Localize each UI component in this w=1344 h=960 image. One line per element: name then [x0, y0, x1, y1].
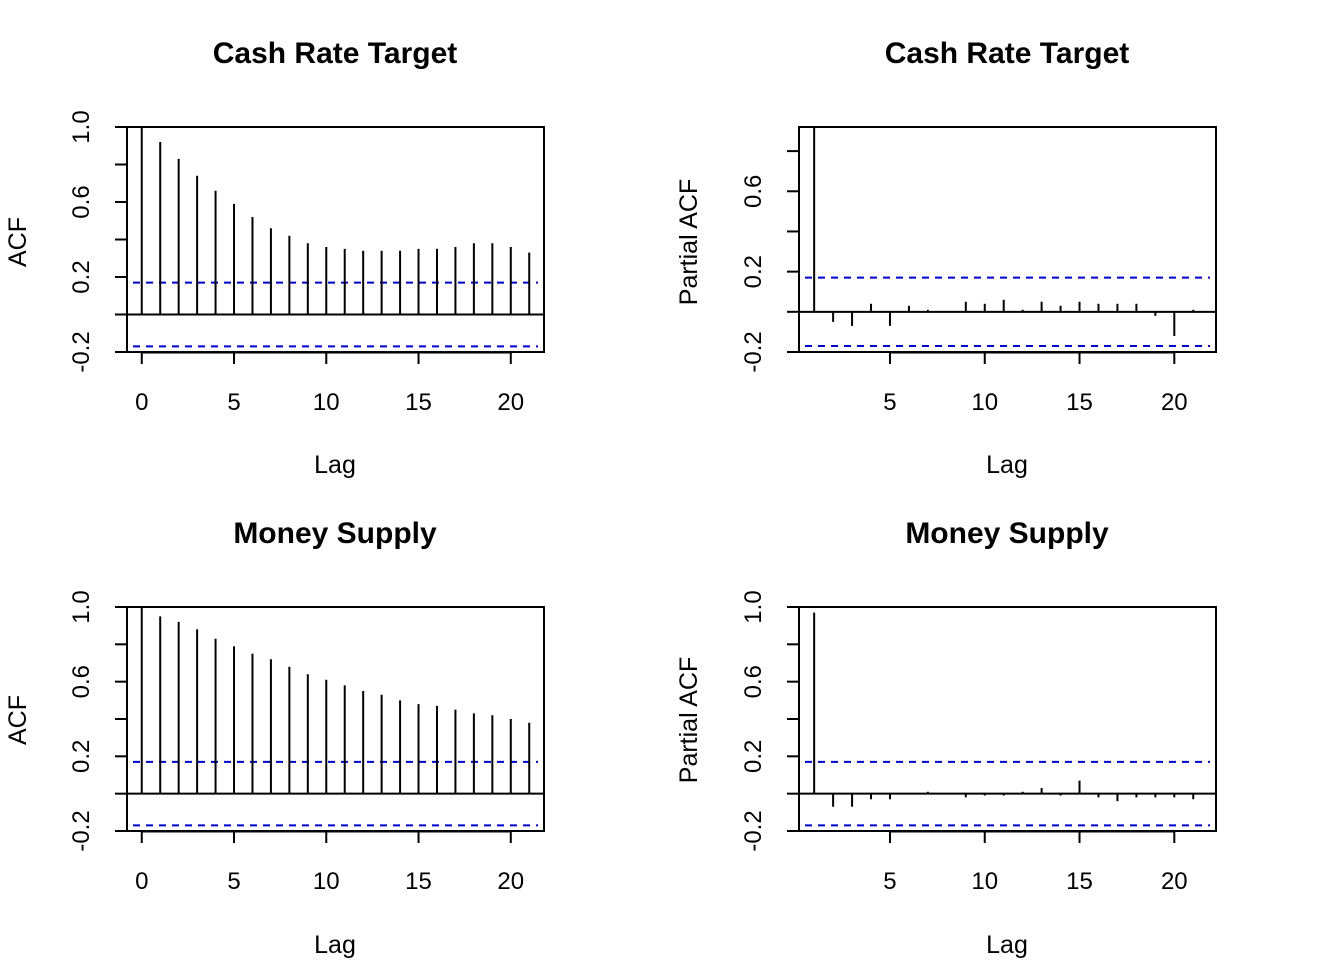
plot-area: 0 5 10 15 20 -0.2 0.2 0.6 1.0 [68, 590, 545, 895]
x-axis-label: Lag [986, 931, 1028, 959]
x-tick-label: 5 [883, 389, 896, 416]
plot-area: 5 10 15 20 -0.2 0.2 0.6 [740, 126, 1217, 416]
x-tick-label: 15 [1066, 389, 1093, 416]
y-tick-label: -0.2 [740, 810, 767, 851]
x-tick-label: 5 [883, 868, 896, 895]
y-tick-label: 0.2 [68, 260, 95, 293]
x-tick-label: 20 [497, 389, 524, 416]
y-tick-label: 0.6 [740, 175, 767, 208]
plot-frame [798, 126, 1217, 353]
x-axis-label: Lag [314, 931, 356, 959]
x-tick-label: 10 [313, 389, 340, 416]
x-axis-label: Lag [986, 451, 1028, 479]
x-axis-label: Lag [314, 451, 356, 479]
chart-title: Cash Rate Target [213, 37, 458, 70]
x-tick-label: 5 [227, 389, 240, 416]
panel-money-supply-pacf: Money Supply Lag Partial ACF 5 10 15 20 -0.2… [675, 517, 1217, 959]
panel-cash-rate-pacf: Cash Rate Target Lag Partial ACF 5 10 15 20… [675, 37, 1217, 479]
panel-money-supply-acf: Money Supply Lag ACF 0 5 10 15 20 -0.2 0.2 0.6 1… [4, 517, 545, 959]
y-axis-label: ACF [4, 695, 32, 745]
plot-frame [126, 126, 545, 353]
x-tick-label: 10 [971, 868, 998, 895]
x-tick-label: 15 [405, 868, 432, 895]
y-tick-label: 1.0 [68, 110, 95, 143]
panel-cash-rate-acf: Cash Rate Target Lag ACF 0 5 10 15 20 -0.2 0.2… [4, 37, 545, 479]
y-axis-label: Partial ACF [675, 179, 703, 305]
plot-area: 0 5 10 15 20 -0.2 0.2 0.6 1.0 [68, 110, 545, 416]
x-tick-label: 15 [1066, 868, 1093, 895]
x-tick-label: 10 [313, 868, 340, 895]
y-tick-label: 0.6 [740, 665, 767, 698]
y-tick-label: -0.2 [740, 331, 767, 372]
x-tick-label: 10 [971, 389, 998, 416]
chart-title: Cash Rate Target [885, 37, 1130, 70]
x-tick-label: 15 [405, 389, 432, 416]
x-tick-label: 20 [497, 868, 524, 895]
y-axis-label: ACF [4, 217, 32, 267]
y-tick-label: 0.2 [68, 740, 95, 773]
chart-title: Money Supply [905, 517, 1109, 550]
x-tick-label: 0 [135, 389, 148, 416]
y-axis-label: Partial ACF [675, 657, 703, 783]
x-tick-label: 20 [1161, 389, 1188, 416]
y-tick-label: 0.6 [68, 185, 95, 218]
y-tick-label: 0.6 [68, 665, 95, 698]
y-tick-label: 1.0 [740, 590, 767, 623]
y-tick-label: 1.0 [68, 590, 95, 623]
y-tick-label: -0.2 [68, 810, 95, 851]
x-tick-label: 20 [1161, 868, 1188, 895]
chart-title: Money Supply [233, 517, 437, 550]
x-tick-label: 0 [135, 868, 148, 895]
y-tick-label: 0.2 [740, 255, 767, 288]
plot-frame [798, 606, 1217, 832]
x-tick-label: 5 [227, 868, 240, 895]
plot-frame [126, 606, 545, 832]
plot-area: 5 10 15 20 -0.2 0.2 0.6 1.0 [740, 590, 1217, 895]
y-tick-label: 0.2 [740, 740, 767, 773]
y-tick-label: -0.2 [68, 331, 95, 372]
